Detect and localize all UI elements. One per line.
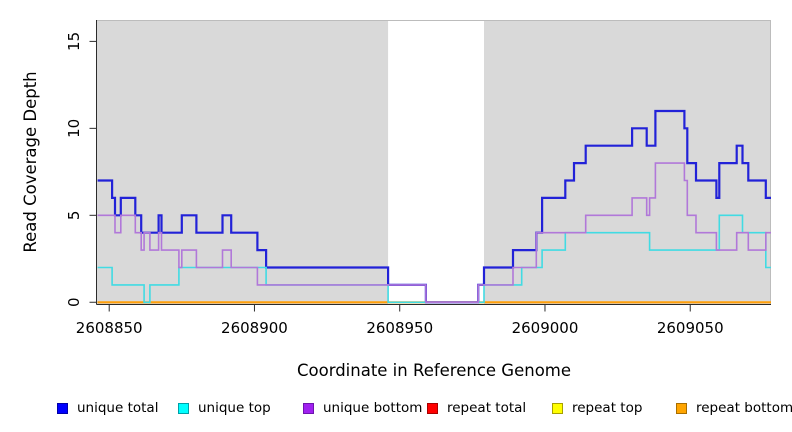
y-axis-title: Read Coverage Depth bbox=[21, 71, 40, 252]
x-tick-label: 2609050 bbox=[657, 319, 724, 337]
x-tick-label: 2609000 bbox=[512, 319, 579, 337]
y-tick-label: 5 bbox=[65, 211, 83, 221]
y-tick-label: 10 bbox=[65, 119, 83, 138]
x-tick-label: 2608950 bbox=[366, 319, 433, 337]
y-tick-label: 0 bbox=[65, 297, 83, 307]
x-axis-title: Coordinate in Reference Genome bbox=[297, 361, 571, 380]
unshaded-region bbox=[388, 20, 484, 304]
x-tick-label: 2608850 bbox=[76, 319, 143, 337]
x-tick-label: 2608900 bbox=[221, 319, 288, 337]
y-tick-label: 15 bbox=[65, 32, 83, 51]
series-line-unique-total bbox=[97, 109, 771, 304]
series-line-unique-bottom bbox=[97, 162, 771, 304]
